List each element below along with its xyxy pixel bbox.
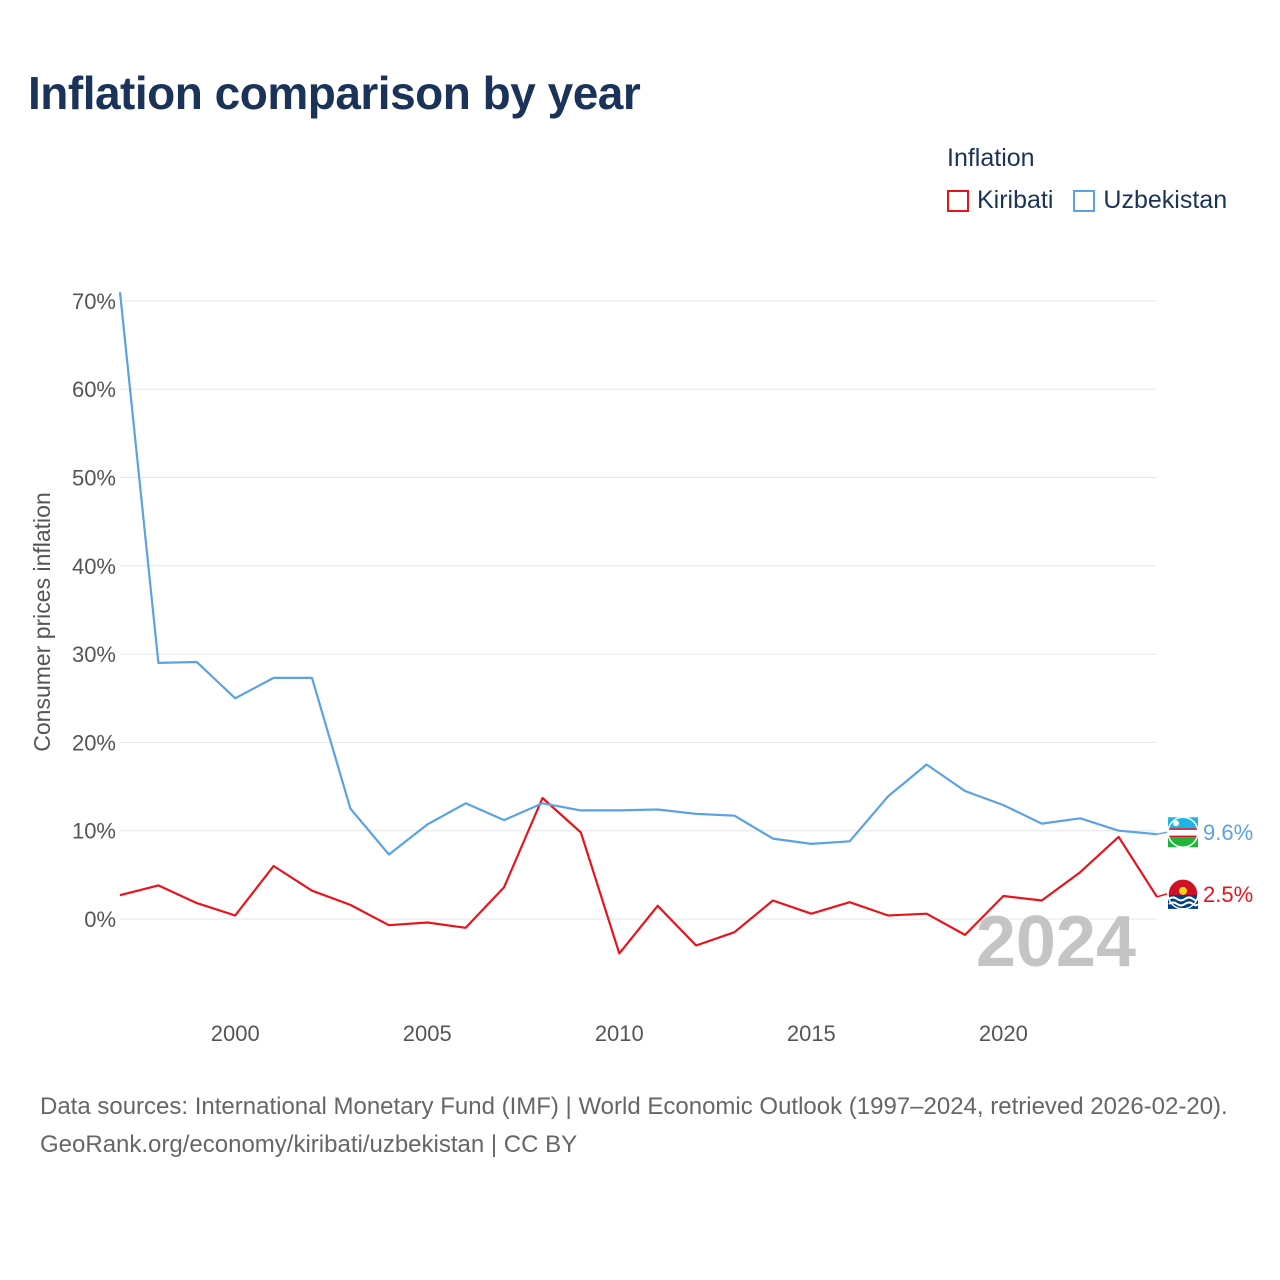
x-axis-ticks: 2000 2005 2010 2015 2020 xyxy=(211,1021,1028,1046)
x-tick-label: 2020 xyxy=(979,1021,1028,1046)
flag-red-stripe xyxy=(1168,835,1198,838)
end-connector-kiribati xyxy=(1156,893,1168,898)
y-tick-label: 60% xyxy=(72,377,116,402)
end-value-label-kiribati: 2.5% xyxy=(1203,882,1253,907)
series-line-uzbekistan xyxy=(118,291,1158,856)
y-tick-label: 70% xyxy=(72,289,116,314)
flag-wave xyxy=(1168,901,1198,907)
flag-crescent xyxy=(1173,820,1179,827)
legend-swatch-kiribati xyxy=(947,189,969,212)
y-tick-label: 10% xyxy=(72,819,116,844)
flag-sun xyxy=(1179,886,1187,895)
end-markers: 2.5% 9.6% xyxy=(1156,816,1253,910)
x-tick-label: 2010 xyxy=(595,1021,644,1046)
end-value-label-uzbekistan: 9.6% xyxy=(1203,820,1253,845)
kiribati-flag-icon xyxy=(1167,878,1199,910)
x-tick-label: 2000 xyxy=(211,1021,260,1046)
series-line-kiribati xyxy=(119,796,1158,955)
x-tick-label: 2015 xyxy=(787,1021,836,1046)
y-tick-label: 30% xyxy=(72,642,116,667)
y-tick-label: 0% xyxy=(84,907,116,932)
x-tick-label: 2005 xyxy=(403,1021,452,1046)
legend: Kiribati Uzbekistan xyxy=(947,186,1227,215)
end-connector-uzbekistan xyxy=(1156,831,1168,835)
gridlines xyxy=(120,300,1157,920)
page-title: Inflation comparison by year xyxy=(28,67,641,119)
legend-label-kiribati: Kiribati xyxy=(977,186,1054,214)
year-watermark: 2024 xyxy=(976,902,1136,982)
uzbekistan-flag-icon xyxy=(1167,816,1199,848)
legend-item-kiribati[interactable]: Kiribati xyxy=(947,186,1053,215)
y-tick-label: 40% xyxy=(72,554,116,579)
legend-title: Inflation xyxy=(947,144,1035,172)
flag-red-stripe xyxy=(1168,828,1198,830)
footer: Data sources: International Monetary Fun… xyxy=(40,1088,1250,1164)
legend-item-uzbekistan[interactable]: Uzbekistan xyxy=(1073,186,1227,215)
legend-label-uzbekistan: Uzbekistan xyxy=(1103,186,1228,214)
line-chart: 0% 10% 20% 30% 40% 50% 60% 70% 2000 2005 2010 2015… xyxy=(29,289,1253,1046)
y-tick-label: 50% xyxy=(72,466,116,491)
flag-blue-band xyxy=(1168,817,1198,829)
y-tick-label: 20% xyxy=(72,730,116,755)
flag-rim xyxy=(1167,878,1199,910)
legend-swatch-uzbekistan xyxy=(1073,189,1096,212)
flag-rim xyxy=(1167,816,1199,848)
y-axis-label: Consumer prices inflation xyxy=(29,492,55,752)
source-link[interactable]: GeoRank.org/economy/kiribati/uzbekistan … xyxy=(40,1131,578,1158)
y-axis-ticks: 0% 10% 20% 30% 40% 50% 60% 70% xyxy=(72,289,116,932)
series-lines xyxy=(118,291,1158,955)
data-sources: Data sources: International Monetary Fun… xyxy=(40,1093,1228,1120)
flag-wave xyxy=(1168,896,1198,902)
